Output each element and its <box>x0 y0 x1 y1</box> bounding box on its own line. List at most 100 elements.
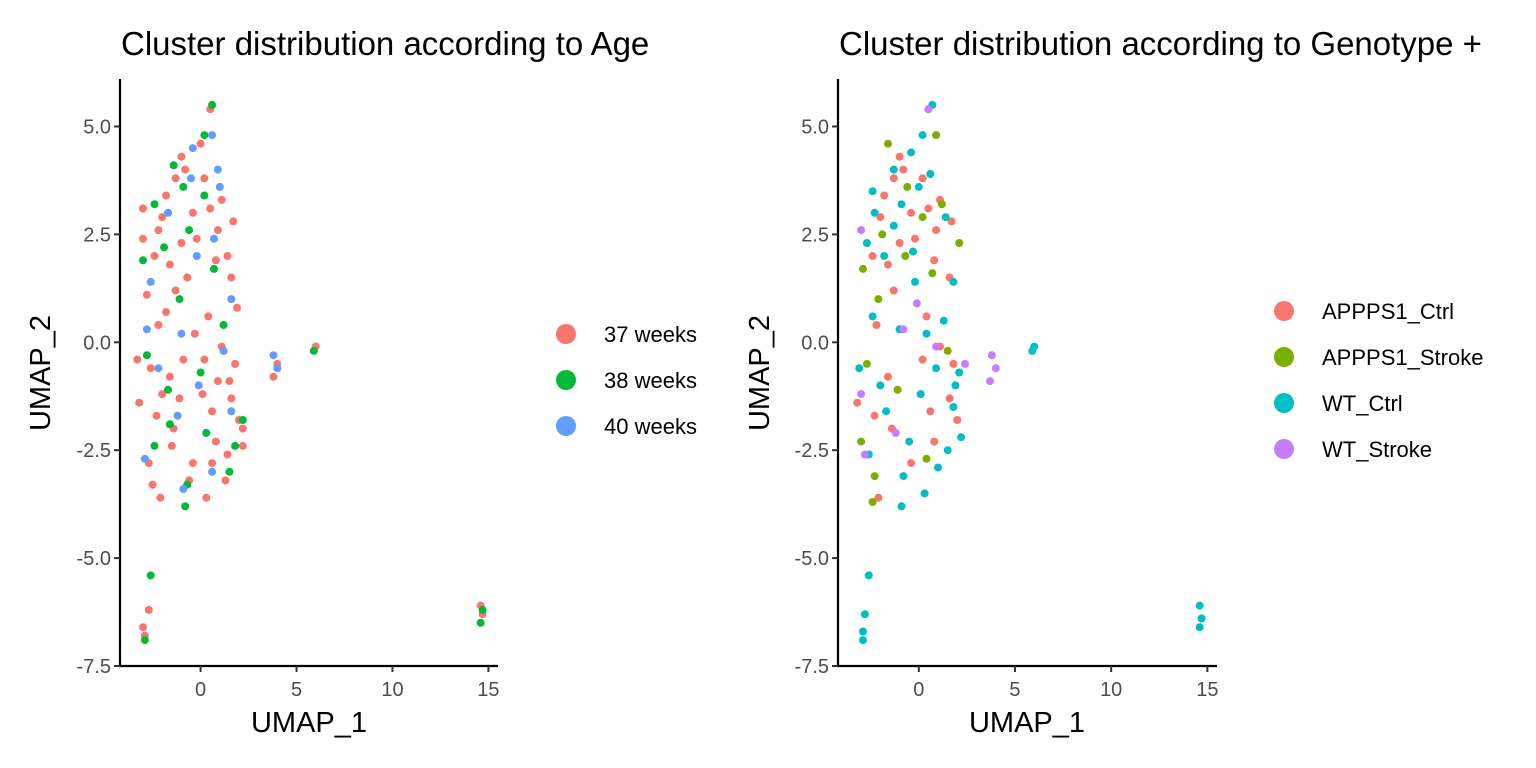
genotype-legend-label-0: APPPS1_Ctrl <box>1322 299 1454 324</box>
age-y-tick-label-2: -2.5 <box>77 440 111 462</box>
age-legend-key-0 <box>556 324 576 344</box>
genotype-point-2-41 <box>870 208 879 217</box>
genotype-point-2-18 <box>916 390 925 399</box>
genotype-y-tick-label-1: -5.0 <box>795 548 829 570</box>
age-point-0-44 <box>229 217 238 226</box>
genotype-point-1-3 <box>937 200 946 209</box>
genotype-point-1-14 <box>878 230 887 239</box>
genotype-x-ticks: 0 5 10 15 <box>913 666 1219 701</box>
genotype-point-2-7 <box>941 213 950 222</box>
genotype-legend-key-2 <box>1274 393 1294 413</box>
age-point-0-6 <box>139 234 147 243</box>
genotype-point-1-1 <box>932 131 941 140</box>
genotype-point-3-5 <box>932 342 941 351</box>
age-point-0-22 <box>227 394 236 403</box>
age-point-1-25 <box>225 467 234 476</box>
genotype-point-2-22 <box>920 489 929 498</box>
age-point-1-22 <box>309 346 318 355</box>
genotype-point-3-4 <box>899 325 908 334</box>
genotype-point-0-1 <box>895 152 904 161</box>
age-y-tick-label-4: 2.5 <box>83 224 111 246</box>
age-point-0-29 <box>142 290 151 299</box>
genotype-point-2-32 <box>1195 623 1204 632</box>
genotype-legend-label-2: WT_Ctrl <box>1322 391 1403 416</box>
genotype-points-layer <box>853 100 1206 645</box>
genotype-point-2-1 <box>918 131 927 140</box>
genotype-point-2-17 <box>882 407 891 416</box>
age-x-tick-label-1: 5 <box>291 679 302 701</box>
age-point-0-7 <box>171 286 180 295</box>
age-point-0-9 <box>231 359 240 368</box>
age-point-2-11 <box>194 381 203 390</box>
age-point-1-12 <box>231 441 240 450</box>
age-point-0-55 <box>238 424 247 433</box>
genotype-y-tick-label-3: 0.0 <box>801 332 829 354</box>
genotype-point-0-5 <box>868 252 877 260</box>
genotype-point-0-13 <box>953 416 962 424</box>
genotype-point-0-15 <box>884 372 892 381</box>
genotype-point-3-10 <box>891 428 900 437</box>
age-point-0-23 <box>181 165 190 174</box>
age-point-2-21 <box>177 329 186 338</box>
genotype-point-2-21 <box>899 472 908 481</box>
genotype-point-2-8 <box>862 239 871 247</box>
genotype-point-0-7 <box>922 312 931 321</box>
age-point-1-19 <box>140 636 149 645</box>
age-point-1-11 <box>196 368 205 377</box>
genotype-point-1-4 <box>859 264 867 273</box>
age-point-2-3 <box>215 182 224 191</box>
age-point-2-4 <box>210 234 218 243</box>
age-legend-key-1 <box>556 370 576 390</box>
genotype-point-3-1 <box>857 226 866 235</box>
genotype-point-2-31 <box>1197 614 1206 623</box>
genotype-point-2-5 <box>897 200 906 209</box>
age-point-1-27 <box>165 420 174 429</box>
age-point-2-7 <box>227 295 236 304</box>
age-point-2-1 <box>188 144 197 153</box>
genotype-point-1-9 <box>893 385 902 394</box>
age-point-1-6 <box>185 226 194 235</box>
age-point-1-3 <box>179 182 188 191</box>
genotype-point-0-31 <box>918 355 927 364</box>
age-point-0-35 <box>175 394 184 403</box>
genotype-point-0-8 <box>949 359 958 368</box>
genotype-point-3-8 <box>986 377 994 386</box>
age-point-1-23 <box>160 243 169 252</box>
genotype-point-2-14 <box>939 316 948 325</box>
genotype-x-tick-label-2: 10 <box>1100 679 1122 701</box>
genotype-y-tick-label-0: -7.5 <box>795 656 829 678</box>
genotype-point-0-23 <box>872 321 881 329</box>
genotype-point-2-27 <box>860 610 869 619</box>
genotype-point-0-14 <box>874 493 883 502</box>
age-legend-label-0: 37 weeks <box>604 322 697 347</box>
age-legend-label-2: 40 weeks <box>604 414 697 439</box>
genotype-point-0-26 <box>926 407 935 416</box>
age-point-0-37 <box>223 450 232 459</box>
age-point-2-18 <box>273 364 282 373</box>
genotype-point-0-9 <box>853 398 862 407</box>
genotype-point-0-17 <box>945 394 954 403</box>
genotype-point-3-2 <box>857 390 866 399</box>
age-y-axis-title: UMAP_2 <box>25 315 57 431</box>
genotype-legend-label-3: WT_Stroke <box>1322 437 1432 462</box>
age-point-0-59 <box>179 355 188 364</box>
age-point-0-40 <box>188 208 197 217</box>
age-point-0-68 <box>213 377 222 386</box>
age-point-0-16 <box>221 476 230 485</box>
age-point-0-61 <box>158 390 167 399</box>
genotype-point-3-11 <box>912 299 921 308</box>
age-point-0-4 <box>227 273 236 282</box>
age-point-1-0 <box>208 100 217 109</box>
age-point-0-57 <box>167 441 176 450</box>
age-point-0-58 <box>208 459 217 468</box>
age-point-0-39 <box>202 493 211 502</box>
genotype-point-1-12 <box>870 472 879 481</box>
age-point-2-10 <box>154 364 163 373</box>
age-point-2-0 <box>208 131 217 140</box>
age-point-1-8 <box>219 321 228 329</box>
genotype-point-2-9 <box>880 252 889 260</box>
age-point-0-2 <box>200 174 209 183</box>
genotype-point-0-30 <box>947 217 956 226</box>
genotype-point-0-29 <box>884 260 892 269</box>
